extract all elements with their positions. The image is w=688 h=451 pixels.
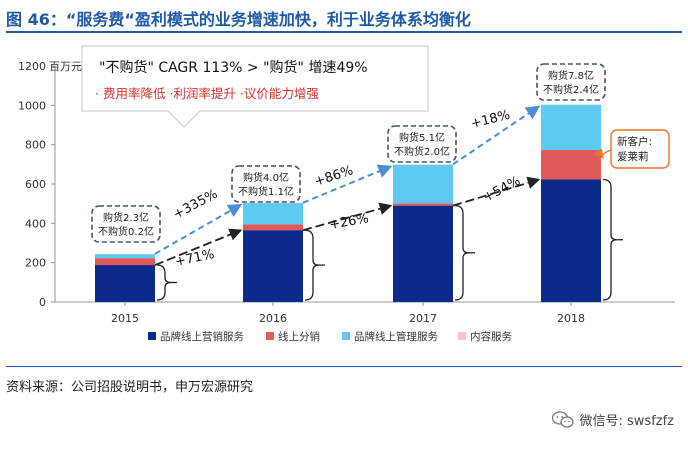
total-growth-arrow [154,203,243,255]
core-growth-arrow [452,176,541,207]
annotation-box [91,205,161,243]
total-growth-label: +335% [171,187,220,223]
figure-title: 图 46：“服务费“盈利模式的业务增速加快，利于业务体系均衡化 [6,10,471,29]
bar-segment [541,104,601,150]
y-tick-label: 1200 [18,60,46,73]
core-growth-label: +26% [328,211,370,233]
y-tick-label: 600 [25,178,46,191]
bar-segment [541,179,601,302]
bar-segment [393,164,453,165]
annotation-non-purchase: 不购货2.0亿 [394,145,450,158]
annotation-non-purchase: 不购货0.2亿 [98,225,154,238]
new-customer-arrow [593,148,612,159]
core-growth-label: +71% [174,247,216,270]
total-growth-label: +86% [313,163,355,190]
title-rule [6,31,682,33]
legend-label: 品牌线上管理服务 [354,330,438,343]
y-tick-label: 1000 [18,99,46,112]
annotation-purchase: 购货2.3亿 [103,211,149,224]
legend-item: 品牌线上营销服务 [148,330,244,343]
bar-segment [393,203,453,206]
legend-item: 品牌线上管理服务 [342,330,438,343]
x-tick-label: 2017 [409,312,437,325]
y-tick-label: 200 [25,257,46,270]
legend-label: 内容服务 [470,330,512,343]
legend-swatch [458,332,466,340]
annotation-box [536,63,606,101]
source-rule [6,366,682,367]
new-customer-callout: 新客户: 爱莱莉 [593,129,670,169]
core-growth-arrow [302,202,393,232]
new-customer-line1: 新客户: [617,135,652,148]
bar-segment [95,254,155,259]
y-axis-unit: 百万元 [49,60,82,73]
annotation-non-purchase: 不购货1.1亿 [238,185,294,198]
annotation-non-purchase: 不购货2.4亿 [543,83,599,96]
legend-label: 品牌线上营销服务 [160,330,244,343]
watermark: 微信号: swsfzfz [551,410,675,429]
brace [304,229,320,301]
bar-segment [95,258,155,266]
legend-item: 内容服务 [458,330,512,343]
brace [602,178,618,301]
bar-segment [393,205,453,302]
annotation-purchase: 购货7.8亿 [548,69,594,82]
new-customer-box [610,129,670,169]
total-growth-arrow [302,164,393,204]
x-tick-label: 2018 [557,312,585,325]
legend-swatch [342,332,350,340]
y-tick-label: 400 [25,217,46,230]
stacked-bar-chart: 0 200 400 600 800 1000 1200 百万元 2015 2016 2017 2018… [18,45,675,343]
legend-swatch [148,332,156,340]
callout-box: "不购货" CAGR 113% > "购货" 增速49% · 费用率降低 ·利润率… [81,45,429,128]
source-note: 资料来源：公司招股说明书，申万宏源研究 [6,380,254,395]
y-tick-label: 800 [25,139,46,152]
annotation-purchase: 购货4.0亿 [243,171,289,184]
annotation-purchase: 购货5.1亿 [399,131,445,144]
bar-segment [95,265,155,302]
total-growth-arrow [452,105,541,166]
bar-segment [393,164,453,204]
callout-line1: "不购货" CAGR 113% > "购货" 增速49% [99,59,368,76]
x-tick-label: 2016 [259,312,287,325]
x-tick-label: 2015 [111,312,139,325]
annotation-box [231,165,301,203]
new-customer-line2: 爱莱莉 [617,150,649,163]
bar-segment [243,203,303,225]
brace [454,204,470,301]
annotation-box [387,125,457,163]
watermark-text: 微信号: swsfzfz [579,414,675,429]
brace [156,264,172,301]
bar-segment [243,224,303,231]
legend-swatch [266,332,274,340]
bar-segment [243,230,303,302]
core-growth-arrow [154,228,243,266]
callout-border [81,45,429,128]
legend-item: 线上分销 [266,330,320,343]
callout-line2: · 费用率降低 ·利润率提升 ·议价能力增强 [95,86,319,101]
wechat-icon [551,410,574,428]
bar-segment [541,149,601,180]
y-tick-label: 0 [39,296,46,309]
core-growth-label: +54% [481,174,523,206]
legend-label: 线上分销 [278,330,320,343]
